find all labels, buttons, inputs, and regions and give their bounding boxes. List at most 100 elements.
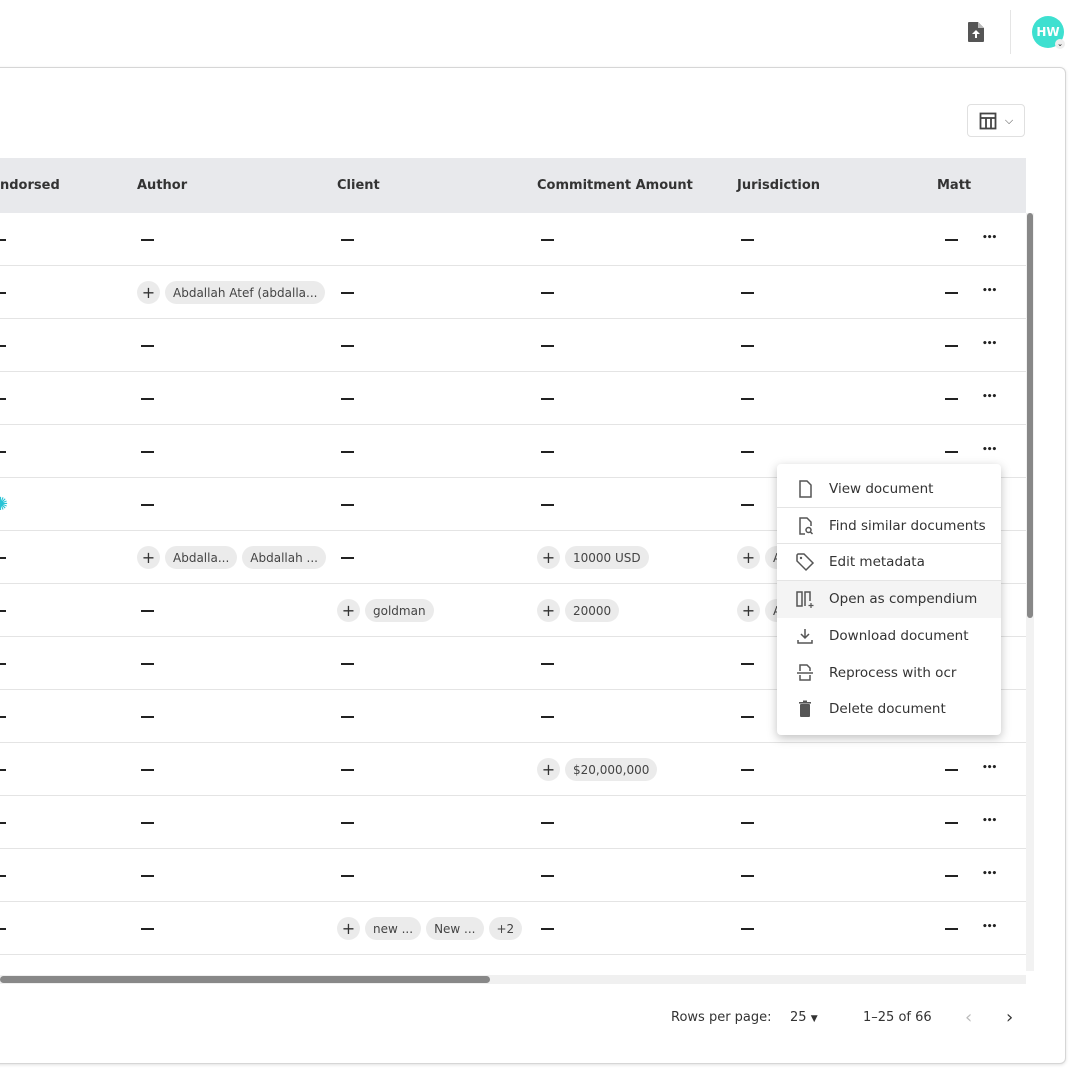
empty-value-dash [945, 821, 958, 824]
menu-item-open-as-compendium[interactable]: Open as compendium [777, 581, 1001, 618]
row-actions-menu-icon[interactable]: ••• [982, 233, 997, 243]
empty-value-dash [0, 874, 6, 877]
value-chip[interactable]: $20,000,000 [565, 758, 658, 781]
row-actions-menu-icon[interactable]: ••• [982, 763, 997, 773]
empty-value-dash [141, 821, 154, 824]
vertical-scrollbar-thumb[interactable] [1027, 213, 1033, 618]
menu-item-label: Download document [829, 628, 969, 645]
value-chip[interactable]: 10000 USD [565, 546, 649, 569]
cell-commitment [541, 690, 554, 743]
cell-jurisdiction [741, 425, 754, 478]
cell-client [341, 531, 354, 584]
empty-value-dash [541, 450, 554, 453]
table-row[interactable]: ••• [0, 849, 1026, 902]
cell-endorsed [0, 796, 6, 849]
value-chip[interactable]: New ... [426, 917, 484, 940]
menu-item-edit-metadata[interactable]: Edit metadata [777, 544, 1001, 582]
empty-value-dash [341, 556, 354, 559]
cell-commitment [541, 478, 554, 531]
table-row[interactable]: ••• [0, 425, 1026, 478]
menu-item-view-document[interactable]: View document [777, 471, 1001, 508]
cell-client [341, 266, 354, 319]
cell-matter [945, 213, 958, 266]
column-toggle-button[interactable]: ⌵ [967, 104, 1025, 137]
table-row[interactable]: + new ... New ... +2 ••• [0, 902, 1026, 955]
row-actions-menu-icon[interactable]: ••• [982, 392, 997, 402]
add-value-button[interactable]: + [137, 281, 160, 304]
previous-page-icon[interactable]: ‹ [965, 1007, 973, 1028]
add-value-button[interactable]: + [337, 917, 360, 940]
add-value-button[interactable]: + [137, 546, 160, 569]
rows-per-page-select[interactable]: 25 ▼ [790, 1005, 818, 1031]
column-header-commitment-amount[interactable]: Commitment Amount [537, 178, 693, 193]
cell-client [341, 319, 354, 372]
value-chip[interactable]: Abdallah ... [242, 546, 326, 569]
avatar[interactable]: HW ⌄ [1032, 16, 1065, 49]
add-value-button[interactable]: + [737, 546, 760, 569]
table-row[interactable]: ••• [0, 372, 1026, 425]
cell-author: + Abdallah Atef (abdalla... [137, 266, 326, 319]
row-actions-menu-icon[interactable]: ••• [982, 869, 997, 879]
value-chip[interactable]: Abdallah Atef (abdalla... [165, 281, 326, 304]
cell-jurisdiction [741, 372, 754, 425]
cell-commitment: + $20,000,000 [537, 743, 658, 796]
add-value-button[interactable]: + [537, 546, 560, 569]
empty-value-dash [541, 238, 554, 241]
cell-jurisdiction [741, 743, 754, 796]
empty-value-dash [0, 397, 6, 400]
horizontal-scrollbar[interactable] [0, 975, 1026, 984]
empty-value-dash [0, 344, 6, 347]
vertical-scrollbar[interactable] [1026, 213, 1034, 971]
cell-client [341, 478, 354, 531]
cell-author [141, 637, 154, 690]
menu-item-delete-document[interactable]: Delete document [777, 691, 1001, 728]
column-header-jurisdiction[interactable]: Jurisdiction [737, 178, 821, 193]
divider [1010, 10, 1011, 54]
value-chip[interactable]: Abdalla... [165, 546, 238, 569]
value-chip[interactable]: goldman [365, 599, 434, 622]
empty-value-dash [141, 715, 154, 718]
horizontal-scrollbar-thumb[interactable] [0, 976, 490, 983]
cell-jurisdiction [741, 690, 754, 743]
cell-author: + Abdalla... Abdallah ... [137, 531, 326, 584]
menu-item-find-similar-documents[interactable]: Find similar documents [777, 508, 1001, 545]
value-chip[interactable]: new ... [365, 917, 422, 940]
empty-value-dash [0, 662, 6, 665]
table-row[interactable]: + $20,000,000 ••• [0, 743, 1026, 796]
ocr-icon [797, 664, 813, 681]
cell-author [141, 319, 154, 372]
empty-value-dash [541, 291, 554, 294]
empty-value-dash [741, 503, 754, 506]
table-row[interactable]: ••• [0, 796, 1026, 849]
add-value-button[interactable]: + [337, 599, 360, 622]
empty-value-dash [0, 556, 6, 559]
empty-value-dash [541, 662, 554, 665]
table-row[interactable]: ••• [0, 213, 1026, 266]
row-actions-menu-icon[interactable]: ••• [982, 339, 997, 349]
cell-client [341, 425, 354, 478]
row-actions-menu-icon[interactable]: ••• [982, 286, 997, 296]
table-row[interactable]: ••• [0, 319, 1026, 372]
value-chip[interactable]: +2 [488, 917, 523, 940]
empty-value-dash [945, 768, 958, 771]
add-value-button[interactable]: + [537, 758, 560, 781]
add-value-button[interactable]: + [537, 599, 560, 622]
cell-jurisdiction [741, 319, 754, 372]
column-header-author[interactable]: Author [137, 178, 188, 193]
menu-item-reprocess-with-ocr[interactable]: Reprocess with ocr [777, 654, 1001, 691]
row-actions-menu-icon[interactable]: ••• [982, 922, 997, 932]
menu-item-download-document[interactable]: Download document [777, 618, 1001, 655]
row-actions-menu-icon[interactable]: ••• [982, 816, 997, 826]
row-actions-menu-icon[interactable]: ••• [982, 445, 997, 455]
empty-value-dash [741, 821, 754, 824]
add-value-button[interactable]: + [737, 599, 760, 622]
value-chip[interactable]: 20000 [565, 599, 620, 622]
column-header-matter[interactable]: Matt [937, 178, 972, 193]
column-header-endorsed[interactable]: ndorsed [0, 178, 60, 193]
cell-commitment [541, 213, 554, 266]
next-page-icon[interactable]: › [1006, 1007, 1014, 1028]
column-header-client[interactable]: Client [337, 178, 380, 193]
table-row[interactable]: + Abdallah Atef (abdalla... ••• [0, 266, 1026, 319]
file-upload-icon[interactable] [968, 22, 984, 42]
cell-matter [945, 425, 958, 478]
